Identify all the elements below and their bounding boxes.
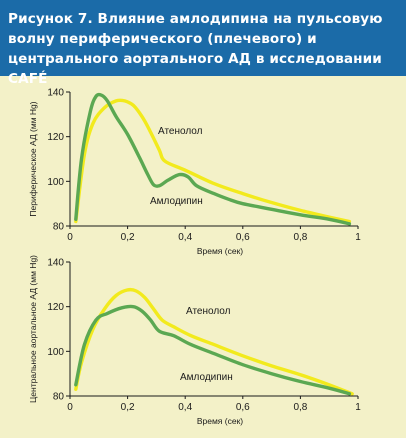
chart-peripheral: Периферическое АД (мм Hg) Время (сек) Ат…: [28, 88, 361, 257]
series-label-amlodipine: Амлодипин: [150, 196, 203, 207]
title-banner: Рисунок 7. Влияние амлодипина на пульсов…: [0, 0, 406, 87]
y-tick-label: 100: [47, 347, 64, 358]
x-tick-label: 0,8: [293, 232, 307, 243]
series-line-amlodipine: [74, 92, 352, 226]
chart-central-aortic: Центральное аортальное АД (мм Hg) Время …: [28, 255, 361, 426]
x-tick-label: 0,6: [236, 232, 250, 243]
y-tick-label: 140: [47, 258, 64, 269]
x-tick-label: 0: [67, 402, 73, 413]
x-tick-label: 0: [67, 232, 73, 243]
x-tick-label: 1: [355, 232, 361, 243]
x-tick-label: 0,8: [293, 402, 307, 413]
y-tick-label: 120: [47, 132, 64, 143]
y-axis-label: Периферическое АД (мм Hg): [28, 101, 38, 216]
series-line-amlodipine: [74, 304, 352, 396]
y-tick-label: 120: [47, 302, 64, 313]
x-tick-label: 0,2: [121, 402, 135, 413]
y-tick-label: 100: [47, 177, 64, 188]
series-label-amlodipine: Амлодипин: [180, 372, 233, 383]
y-tick-label: 80: [53, 392, 65, 403]
series-line-atenolol: [74, 98, 352, 224]
series-line-atenolol: [74, 287, 354, 396]
series-label-atenolol: Атенолол: [158, 126, 203, 137]
x-axis-label: Время (сек): [197, 416, 243, 426]
x-tick-label: 0,6: [236, 402, 250, 413]
x-tick-label: 0,2: [121, 232, 135, 243]
y-axis-label: Центральное аортальное АД (мм Hg): [28, 255, 38, 403]
x-axis-label: Время (сек): [197, 246, 243, 256]
y-tick-label: 140: [47, 88, 64, 99]
charts-area: Периферическое АД (мм Hg) Время (сек) Ат…: [28, 88, 361, 427]
x-tick-label: 0,4: [178, 402, 192, 413]
series-label-atenolol: Атенолол: [186, 306, 231, 317]
figure-title: Рисунок 7. Влияние амлодипина на пульсов…: [8, 11, 383, 87]
y-tick-label: 80: [53, 222, 65, 233]
x-tick-label: 0,4: [178, 232, 192, 243]
x-tick-label: 1: [355, 402, 361, 413]
